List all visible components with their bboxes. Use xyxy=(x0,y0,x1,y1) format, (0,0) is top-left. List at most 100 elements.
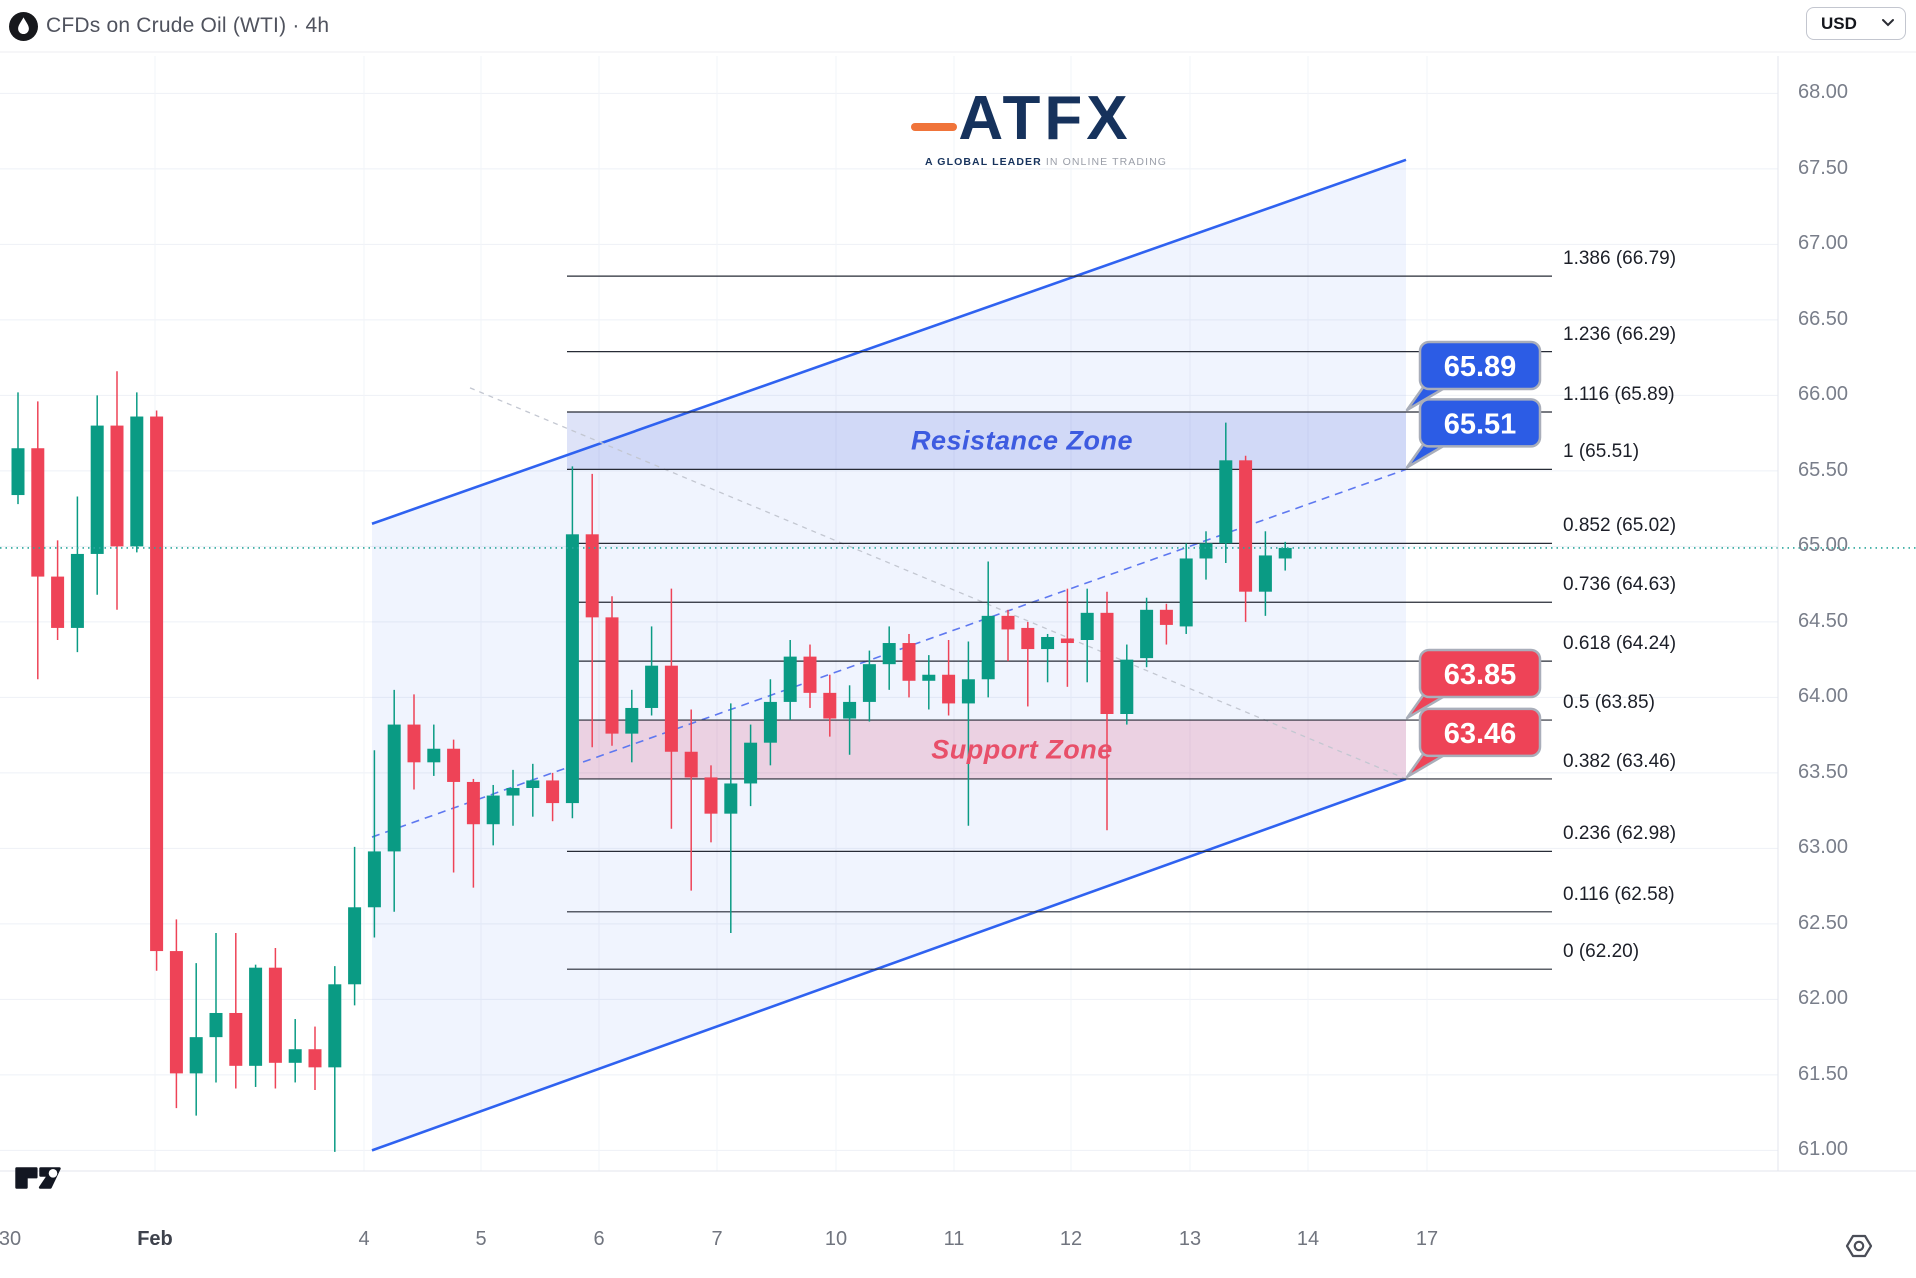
channel-lower-line[interactable] xyxy=(371,777,1407,1152)
atfx-watermark: ATFX A GLOBAL LEADER IN ONLINE TRADING xyxy=(911,88,1168,168)
candle xyxy=(526,763,540,817)
candle xyxy=(625,689,639,763)
candle xyxy=(1041,633,1055,683)
time-tick-label: 10 xyxy=(824,1228,848,1250)
time-tick-label: 11 xyxy=(943,1228,965,1250)
candle xyxy=(90,395,104,595)
atfx-logo-text: ATFX xyxy=(911,88,1165,150)
price-tick-label: 66.50 xyxy=(1798,307,1849,330)
candle xyxy=(1278,541,1292,571)
price-callout-value: 65.89 xyxy=(1444,351,1517,383)
candle xyxy=(585,473,599,748)
currency-selector[interactable]: USD xyxy=(1806,7,1906,40)
candle xyxy=(466,778,480,888)
time-tick-label: 7 xyxy=(711,1228,723,1250)
price-tick-label: 64.50 xyxy=(1798,609,1849,632)
candle xyxy=(783,640,797,721)
candle xyxy=(1140,597,1154,668)
fib-label: 0.382 (63.46) xyxy=(1563,750,1677,772)
currency-label: USD xyxy=(1821,13,1857,33)
candle xyxy=(130,392,144,553)
price-tick-label: 67.50 xyxy=(1798,156,1849,179)
fib-label: 0.852 (65.02) xyxy=(1563,515,1677,537)
time-tick-label: Feb xyxy=(137,1228,173,1250)
fib-label: 0.236 (62.98) xyxy=(1563,823,1677,845)
candle xyxy=(961,641,975,826)
resistance-zone-label[interactable]: Resistance Zone xyxy=(910,425,1134,456)
crude-oil-icon xyxy=(9,11,38,41)
candle xyxy=(902,633,916,698)
price-callout[interactable]: 65.89 xyxy=(1405,340,1542,412)
fib-label: 1.386 (66.79) xyxy=(1563,248,1677,270)
candle xyxy=(447,739,461,873)
support-zone-band xyxy=(567,720,1406,779)
fib-label: 1.236 (66.29) xyxy=(1563,323,1677,345)
time-tick-label: 12 xyxy=(1059,1228,1083,1250)
price-tick-label: 61.00 xyxy=(1798,1138,1849,1161)
candle xyxy=(31,401,45,680)
atfx-tagline: A GLOBAL LEADER IN ONLINE TRADING xyxy=(925,156,1168,168)
price-tick-label: 65.50 xyxy=(1798,458,1849,481)
price-tick-label: 66.00 xyxy=(1798,383,1849,406)
candle xyxy=(1179,543,1193,634)
candle xyxy=(169,919,183,1109)
candle xyxy=(645,626,659,716)
candle xyxy=(704,765,718,843)
candle xyxy=(150,410,164,971)
price-callout[interactable]: 63.46 xyxy=(1405,707,1542,779)
symbol-title: CFDs on Crude Oil (WTI) · 4h xyxy=(46,14,330,37)
candle xyxy=(1080,588,1094,683)
price-tick-label: 65.00 xyxy=(1798,534,1849,557)
fib-label: 0.736 (64.63) xyxy=(1563,574,1677,596)
candle xyxy=(51,540,65,641)
price-tick-label: 62.00 xyxy=(1798,987,1849,1010)
fib-label: 1 (65.51) xyxy=(1563,441,1640,463)
fib-label: 1.116 (65.89) xyxy=(1563,384,1675,405)
candle xyxy=(803,644,817,708)
price-callout[interactable]: 65.51 xyxy=(1405,398,1542,469)
candle xyxy=(1199,531,1213,580)
time-tick-label: 4 xyxy=(358,1228,370,1250)
candle xyxy=(942,640,956,716)
time-tick-label: 6 xyxy=(593,1228,605,1250)
candle xyxy=(684,709,698,891)
candle xyxy=(546,772,560,822)
candle xyxy=(664,588,678,829)
fib-label: 0.116 (62.58) xyxy=(1563,883,1675,905)
candle xyxy=(486,784,500,846)
support-zone-label[interactable]: Support Zone xyxy=(931,734,1113,765)
channel-upper-line[interactable] xyxy=(371,158,1407,525)
candle xyxy=(110,371,124,610)
toolbar: CFDs on Crude Oil (WTI) · 4h USD xyxy=(0,0,1916,52)
tradingview-logo[interactable] xyxy=(14,1166,62,1192)
chevron-down-icon xyxy=(1881,16,1895,31)
settings-gear-icon[interactable] xyxy=(1843,1230,1875,1262)
candle xyxy=(1120,644,1134,725)
time-tick-label: 5 xyxy=(475,1228,487,1250)
price-tick-label: 62.50 xyxy=(1798,911,1849,934)
candle xyxy=(229,932,243,1089)
price-tick-label: 68.00 xyxy=(1798,81,1849,104)
candle xyxy=(823,674,837,737)
candle xyxy=(744,724,758,807)
price-tick-label: 63.00 xyxy=(1798,836,1849,859)
price-callout-value: 65.51 xyxy=(1444,408,1517,440)
candle xyxy=(1258,531,1272,616)
candle xyxy=(249,964,263,1087)
candle xyxy=(1219,422,1233,563)
candle xyxy=(189,963,203,1116)
resistance-zone-band xyxy=(567,412,1406,470)
price-tick-label: 63.50 xyxy=(1798,760,1849,783)
price-tick-label: 67.00 xyxy=(1798,232,1849,255)
candle xyxy=(268,948,282,1089)
price-tick-label: 64.00 xyxy=(1798,685,1849,708)
candle xyxy=(1239,455,1253,622)
price-callout-value: 63.46 xyxy=(1444,718,1517,750)
price-callout[interactable]: 63.85 xyxy=(1405,648,1542,720)
candle xyxy=(387,689,401,912)
candle xyxy=(1100,591,1114,831)
candle xyxy=(328,966,342,1152)
candle xyxy=(209,932,223,1083)
